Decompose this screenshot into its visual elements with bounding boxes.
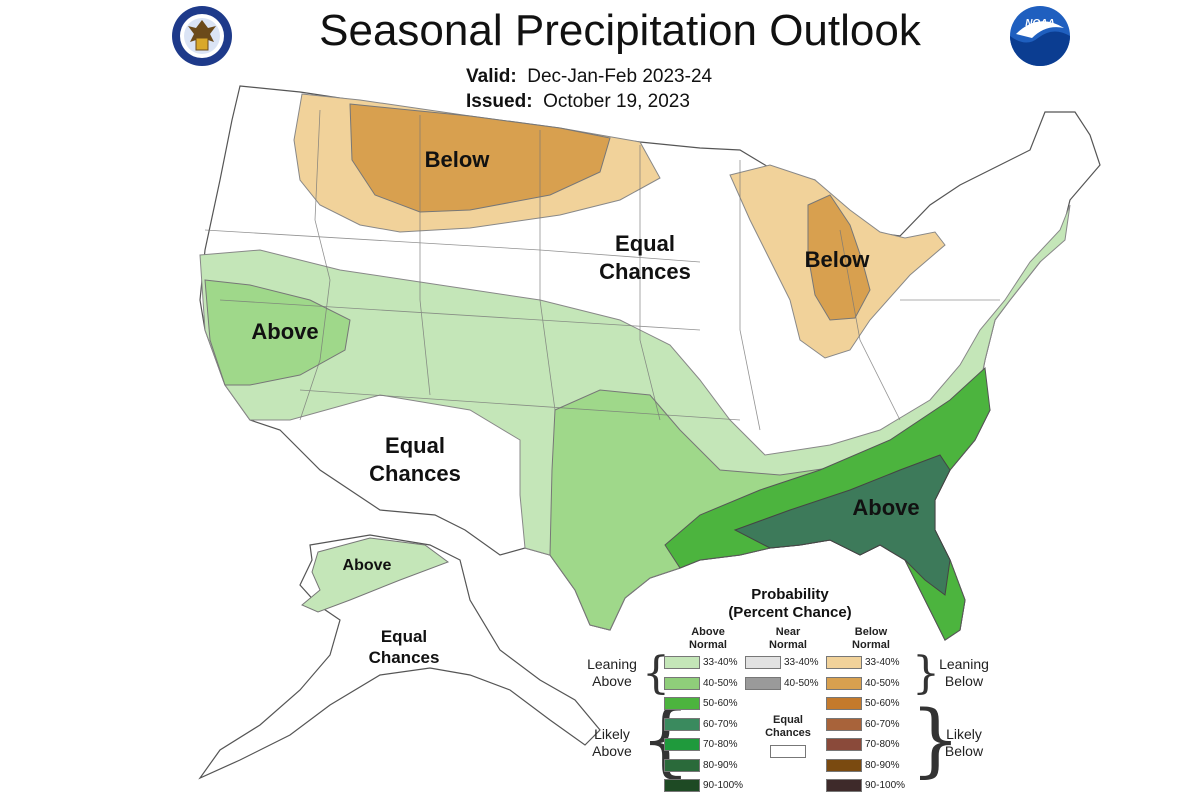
- legend-above-swatch-3: [664, 717, 700, 731]
- legend-near-label-1: 40-50%: [784, 677, 819, 689]
- legend-below-label-2: 50-60%: [865, 698, 900, 709]
- legend-leaning-below-1: Leaning: [939, 656, 989, 672]
- legend-likely-above-2: Above: [592, 742, 632, 759]
- region-label-equal-alaska: Equal Chances: [354, 626, 454, 669]
- issued-label: Issued:: [466, 91, 533, 112]
- alaska-outline: [198, 534, 601, 780]
- legend-above-label-2: 50-60%: [703, 698, 738, 709]
- legend-below-label-5: 80-90%: [865, 759, 900, 771]
- legend-above-label-1: 40-50%: [703, 677, 738, 689]
- region-label-above-alaska: Above: [342, 557, 392, 574]
- legend-leaning-below: Leaning Below: [932, 656, 996, 690]
- region-label-below-north: Below: [424, 147, 490, 172]
- valid-value: Dec-Jan-Feb 2023-24: [527, 66, 713, 87]
- above-southeast-60: [733, 454, 951, 596]
- legend-brace-likely-below: }: [910, 693, 961, 786]
- legend-below-swatch-0: [826, 656, 862, 669]
- legend-head-near: Near Normal: [755, 626, 821, 652]
- legend-above-swatch-1: [664, 676, 700, 690]
- legend-below-label-0: 33-40%: [865, 657, 900, 668]
- legend-equal-2: Chances: [765, 727, 811, 740]
- region-label-above-west: Above: [251, 319, 319, 344]
- legend-below-swatch-2: [826, 697, 862, 710]
- legend-likely-below-2: Below: [944, 742, 984, 759]
- state-lines: [204, 109, 1000, 431]
- legend-near-label-0: 33-40%: [784, 657, 819, 668]
- legend-title: Probability (Percent Chance): [700, 586, 880, 622]
- legend-head-below-1: Below: [854, 626, 888, 638]
- legend-above-swatch-0: [664, 656, 700, 669]
- region-label-equal-alaska-1: Equal: [380, 627, 428, 646]
- commerce-seal-logo: [172, 6, 232, 66]
- legend-likely-below-1: Likely: [946, 726, 982, 742]
- legend-leaning-above-1: Leaning: [587, 656, 637, 672]
- legend-head-above-1: Above: [691, 626, 725, 638]
- legend-head-below: Below Normal: [838, 626, 904, 652]
- legend-likely-below: Likely Below: [932, 726, 996, 760]
- region-label-equal-central-1: Equal: [615, 231, 675, 256]
- legend-head-near-2: Normal: [769, 639, 807, 652]
- legend-head-above-2: Normal: [689, 639, 727, 652]
- legend-above-label-0: 33-40%: [703, 657, 738, 668]
- valid-label: Valid:: [466, 66, 517, 87]
- legend-leaning-above-2: Above: [592, 672, 632, 689]
- legend-below-swatch-1: [826, 676, 862, 690]
- legend-likely-above-1: Likely: [594, 726, 630, 742]
- alaska-above: [301, 537, 450, 613]
- legend-equal-1: Equal: [773, 714, 803, 726]
- region-label-equal-southwest-1: Equal: [385, 433, 445, 458]
- legend-equal-chances: Equal Chances: [755, 714, 821, 740]
- legend-above-swatch-6: [664, 779, 700, 792]
- legend-leaning-above: Leaning Above: [580, 656, 644, 690]
- issued-line: Issued: October 19, 2023: [466, 91, 690, 113]
- region-label-above-southeast: Above: [852, 495, 920, 520]
- legend-below-label-6: 90-100%: [865, 780, 906, 791]
- legend-head-below-2: Normal: [852, 639, 890, 652]
- legend-head-near-1: Near: [775, 626, 801, 638]
- legend-above-label-6: 90-100%: [703, 780, 744, 791]
- legend-near-swatch-1: [745, 676, 781, 690]
- legend-below-swatch-3: [826, 717, 862, 731]
- region-label-equal-central: Equal Chances: [590, 230, 700, 285]
- noaa-logo: NOAA: [1010, 6, 1070, 67]
- legend-title-line1: Probability: [751, 586, 829, 603]
- legend-above-label-3: 60-70%: [703, 718, 738, 730]
- legend-below-label-4: 70-80%: [865, 739, 900, 750]
- legend-above-label-4: 70-80%: [703, 739, 738, 750]
- legend-above-swatch-2: [664, 697, 700, 710]
- legend-swatch-equal: [770, 745, 806, 758]
- legend-below-swatch-6: [826, 779, 862, 792]
- legend-below-label-3: 60-70%: [865, 718, 900, 730]
- below-north-dark: [349, 103, 611, 213]
- below-lakes-dark: [807, 194, 871, 321]
- legend-above-swatch-5: [664, 758, 700, 772]
- legend-title-line2: (Percent Chance): [728, 604, 852, 621]
- legend-below-swatch-4: [826, 738, 862, 751]
- legend-head-above: Above Normal: [675, 626, 741, 652]
- legend-near-swatch-0: [745, 656, 781, 669]
- map-title: Seasonal Precipitation Outlook: [319, 6, 921, 55]
- legend-above-swatch-4: [664, 738, 700, 751]
- legend-brace-leaning-below: }: [912, 648, 940, 699]
- region-label-equal-southwest-2: Chances: [369, 460, 461, 486]
- legend-below-label-1: 40-50%: [865, 677, 900, 689]
- region-label-below-lakes: Below: [804, 247, 870, 272]
- region-label-equal-alaska-2: Chances: [368, 648, 440, 668]
- noaa-logo-text: NOAA: [1025, 18, 1054, 29]
- region-label-equal-central-2: Chances: [599, 258, 691, 284]
- issued-value: October 19, 2023: [543, 91, 690, 112]
- valid-line: Valid: Dec-Jan-Feb 2023-24: [466, 66, 712, 88]
- region-label-equal-southwest: Equal Chances: [360, 432, 470, 487]
- legend-leaning-below-2: Below: [944, 672, 984, 689]
- legend-above-label-5: 80-90%: [703, 759, 738, 771]
- legend-below-swatch-5: [826, 758, 862, 772]
- legend-likely-above: Likely Above: [580, 726, 644, 760]
